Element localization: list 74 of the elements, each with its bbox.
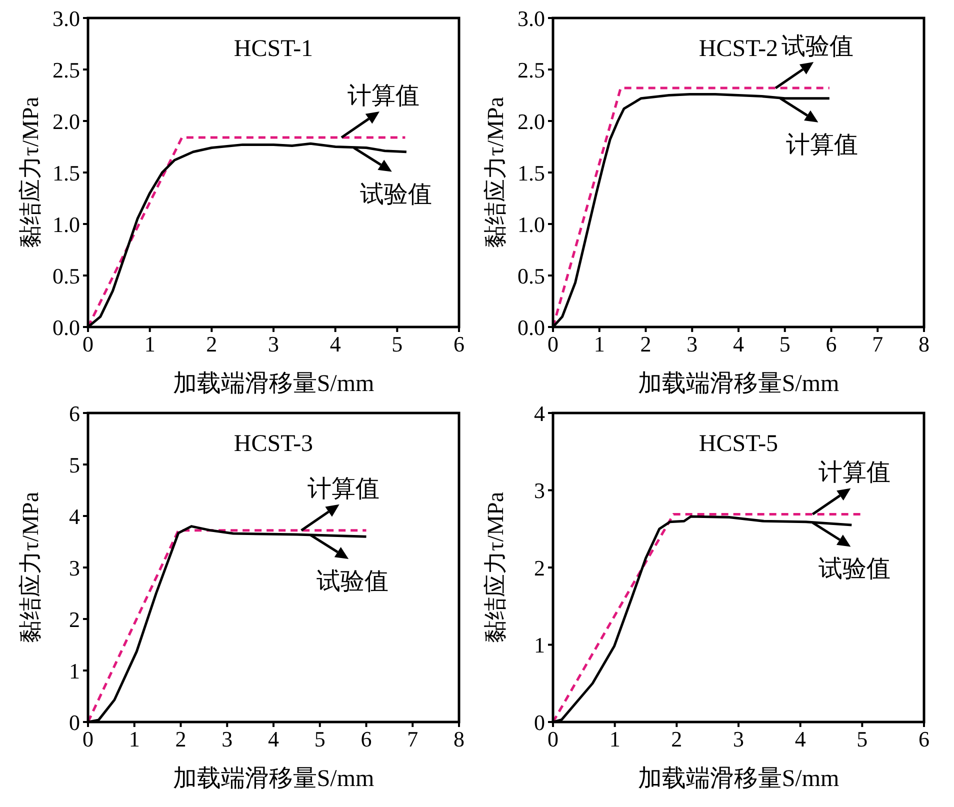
x-tick-label: 3 bbox=[268, 332, 279, 357]
annotation: 计算值 bbox=[818, 460, 891, 486]
y-tick-label: 4 bbox=[69, 504, 80, 529]
x-axis-title: 加载端滑移量S/mm bbox=[638, 371, 840, 397]
x-tick-label: 5 bbox=[314, 726, 326, 752]
y-tick-label: 2 bbox=[534, 555, 545, 580]
y-tick-label: 1.0 bbox=[52, 212, 80, 237]
y-axis-title: 黏结应力τ/MPa bbox=[18, 492, 43, 644]
x-tick-label: 1 bbox=[128, 726, 140, 752]
y-tick-label: 1 bbox=[534, 632, 545, 658]
y-tick-label: 3.0 bbox=[52, 6, 80, 31]
x-tick-label: 7 bbox=[407, 726, 418, 752]
annotation: 计算值 bbox=[348, 83, 420, 110]
y-tick-label: 3 bbox=[534, 478, 545, 504]
x-axis-title: 加载端滑移量S/mm bbox=[638, 766, 840, 792]
x-tick-label: 6 bbox=[826, 332, 837, 357]
x-axis-title: 加载端滑移量S/mm bbox=[172, 371, 375, 397]
y-tick-label: 0 bbox=[69, 710, 80, 735]
x-tick-label: 6 bbox=[454, 332, 464, 357]
x-axis-title: 加载端滑移量S/mm bbox=[172, 766, 375, 792]
y-tick-label: 5 bbox=[69, 452, 80, 478]
x-tick-label: 4 bbox=[733, 332, 744, 357]
y-tick-label: 1.0 bbox=[518, 212, 545, 237]
x-tick-label: 7 bbox=[872, 332, 884, 357]
y-tick-label: 1.5 bbox=[518, 160, 545, 186]
y-tick-label: 4 bbox=[534, 400, 545, 426]
y-tick-label: 6 bbox=[69, 400, 80, 426]
x-tick-label: 6 bbox=[918, 726, 930, 752]
x-tick-label: 2 bbox=[206, 332, 218, 357]
x-tick-label: 8 bbox=[918, 332, 930, 357]
text: HCST-5 bbox=[698, 431, 778, 457]
x-tick-label: 4 bbox=[330, 332, 341, 357]
y-axis-title: 黏结应力τ/MPa bbox=[18, 96, 43, 248]
x-tick-label: 5 bbox=[856, 726, 868, 752]
x-tick-label: 2 bbox=[671, 726, 682, 752]
y-tick-label: 2.0 bbox=[518, 108, 545, 134]
x-tick-label: 3 bbox=[222, 726, 233, 752]
x-tick-label: 8 bbox=[454, 726, 464, 752]
y-tick-label: 2.0 bbox=[52, 108, 80, 134]
x-tick-label: 4 bbox=[268, 726, 279, 752]
x-tick-label: 6 bbox=[360, 726, 372, 752]
x-tick-label: 4 bbox=[794, 726, 806, 752]
annotation: 试验值 bbox=[360, 182, 432, 208]
x-tick-label: 1 bbox=[609, 726, 620, 752]
y-tick-label: 0.5 bbox=[52, 263, 80, 288]
y-tick-label: 2.5 bbox=[52, 57, 80, 82]
y-axis-title: 黏结应力τ/MPa bbox=[483, 96, 508, 248]
x-tick-label: 1 bbox=[594, 332, 605, 357]
annotation: 试验值 bbox=[818, 556, 891, 583]
y-tick-label: 0.0 bbox=[52, 314, 80, 340]
x-tick-label: 5 bbox=[779, 332, 790, 357]
text: HCST-2 bbox=[698, 36, 778, 62]
y-tick-label: 0 bbox=[534, 710, 545, 735]
text: HCST-3 bbox=[234, 431, 314, 457]
annotation: 试验值 bbox=[316, 569, 389, 596]
x-tick-label: 1 bbox=[144, 332, 156, 357]
y-tick-label: 1 bbox=[69, 658, 80, 684]
y-tick-label: 0.5 bbox=[518, 263, 545, 288]
annotation: 计算值 bbox=[307, 476, 380, 502]
x-tick-label: 2 bbox=[640, 332, 652, 357]
x-tick-label: 3 bbox=[733, 726, 744, 752]
x-tick-label: 5 bbox=[392, 332, 403, 357]
y-tick-label: 2 bbox=[69, 606, 80, 632]
y-tick-label: 1.5 bbox=[52, 160, 80, 186]
text: HCST-1 bbox=[234, 36, 314, 62]
y-tick-label: 0.0 bbox=[518, 314, 545, 340]
annotation: 计算值 bbox=[786, 132, 858, 158]
x-tick-label: 3 bbox=[686, 332, 698, 357]
y-axis-title: 黏结应力τ/MPa bbox=[483, 492, 508, 644]
annotation: 试验值 bbox=[782, 34, 854, 60]
y-tick-label: 3 bbox=[69, 555, 80, 580]
y-tick-label: 2.5 bbox=[518, 57, 545, 82]
x-tick-label: 2 bbox=[175, 726, 186, 752]
y-tick-label: 3.0 bbox=[518, 6, 545, 31]
